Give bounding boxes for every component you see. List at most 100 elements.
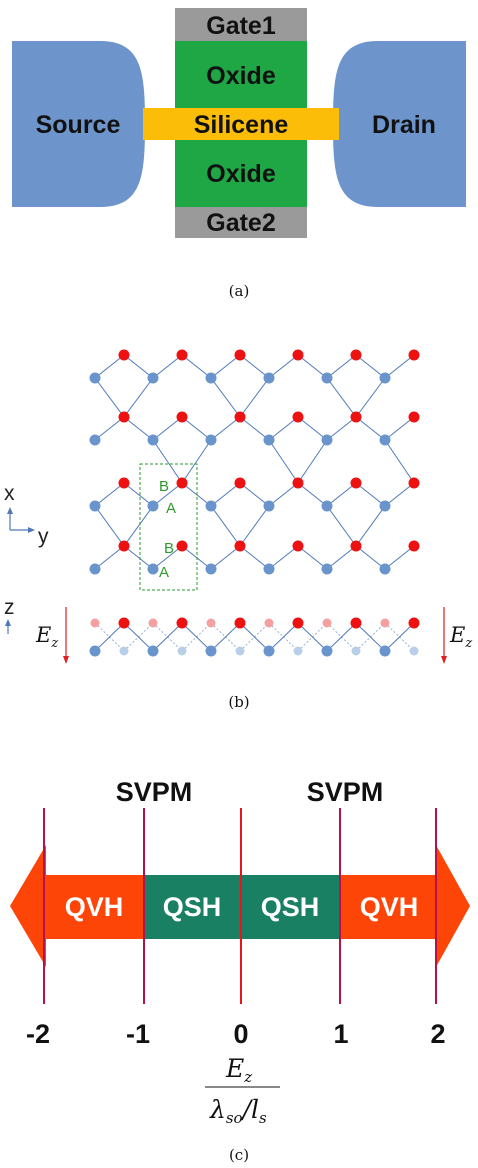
ratio-numerator: Ez [225, 1054, 252, 1086]
tick-label-neg2: -2 [26, 1019, 50, 1049]
side-atom-a [90, 646, 101, 657]
buckled-side-view [90, 618, 420, 657]
lattice-bond [240, 378, 269, 417]
atom-sublattice-b [119, 350, 130, 361]
lattice-bond [153, 355, 182, 378]
lattice-bond [385, 355, 414, 378]
atom-sublattice-a [380, 564, 391, 575]
atom-sublattice-b [235, 350, 246, 361]
side-atom-b [177, 618, 188, 629]
silicene-label: Silicene [194, 111, 289, 139]
drain-label: Drain [372, 111, 436, 139]
xy-axes [7, 507, 35, 533]
caption-b: (b) [228, 693, 249, 711]
lattice-bond [153, 440, 182, 483]
atom-sublattice-a [148, 373, 159, 384]
phase-label-qsh-right: QSH [261, 892, 320, 922]
lattice-bond [124, 546, 153, 569]
side-atom-a-faded [294, 647, 303, 656]
lattice-bond [95, 378, 124, 417]
lattice-bond [211, 355, 240, 378]
atom-sublattice-b [177, 412, 188, 423]
ratio-denominator: λso/ls [209, 1095, 267, 1127]
atom-sublattice-a [148, 435, 159, 446]
lattice-bond [269, 546, 298, 569]
atom-sublattice-b [409, 541, 420, 552]
lattice-bond [298, 440, 327, 483]
lattice-bond [356, 546, 385, 569]
lattice-bonds [95, 355, 414, 569]
atom-sublattice-a [322, 564, 333, 575]
arrow-head-left [10, 845, 46, 967]
oxide-top-label: Oxide [206, 62, 276, 90]
panel-a-device: Gate1 Oxide Silicene Oxide Gate2 Source … [12, 8, 466, 238]
lattice-bond [211, 506, 240, 546]
lattice-bond [385, 483, 414, 506]
site-b-lower-label: B [164, 540, 174, 557]
z-axis [5, 619, 11, 634]
site-b-upper-label: B [159, 478, 169, 495]
atom-sublattice-b [119, 412, 130, 423]
lattice-bond [327, 355, 356, 378]
atom-sublattice-b [293, 541, 304, 552]
atom-sublattice-a [380, 501, 391, 512]
lattice-bond [124, 417, 153, 440]
side-atom-a-faded [236, 647, 245, 656]
field-arrow-right [441, 607, 447, 664]
lattice-bond [95, 483, 124, 506]
gate1-label: Gate1 [206, 12, 276, 40]
lattice-bond [240, 417, 269, 440]
atom-sublattice-b [409, 350, 420, 361]
lattice-bond [269, 355, 298, 378]
side-atom-b [409, 618, 420, 629]
atom-sublattice-a [264, 501, 275, 512]
lattice-bond [356, 378, 385, 417]
lattice-bond [95, 355, 124, 378]
tick-label-pos2: 2 [430, 1019, 445, 1049]
field-label-left: Ez [35, 623, 58, 651]
oxide-bottom-label: Oxide [206, 160, 276, 188]
lattice-bond [269, 483, 298, 506]
side-atom-b-faded [207, 619, 216, 628]
atom-sublattice-b [235, 412, 246, 423]
lattice-bond [240, 546, 269, 569]
atom-sublattice-a [206, 373, 217, 384]
lattice-atoms [90, 350, 420, 575]
atom-sublattice-b [293, 412, 304, 423]
lattice-bond [182, 440, 211, 483]
side-atom-a-faded [178, 647, 187, 656]
side-atom-a-faded [410, 647, 419, 656]
atom-sublattice-b [351, 478, 362, 489]
side-atom-b-faded [381, 619, 390, 628]
atom-sublattice-b [409, 478, 420, 489]
atom-sublattice-a [206, 501, 217, 512]
arrow-head-right [436, 845, 470, 967]
lattice-bond [269, 417, 298, 440]
lattice-bond [124, 483, 153, 506]
atom-sublattice-a [148, 564, 159, 575]
lattice-bond [182, 417, 211, 440]
atom-sublattice-a [380, 373, 391, 384]
phase-label-qsh-left: QSH [163, 892, 222, 922]
lattice-bond [124, 378, 153, 417]
lattice-bond [153, 417, 182, 440]
atom-sublattice-b [409, 412, 420, 423]
lattice-bond [269, 440, 298, 483]
lattice-bond [327, 417, 356, 440]
atom-sublattice-b [293, 350, 304, 361]
atom-sublattice-b [177, 350, 188, 361]
atom-sublattice-b [119, 541, 130, 552]
site-a-lower-label: A [159, 564, 169, 581]
atom-sublattice-a [206, 435, 217, 446]
atom-sublattice-a [90, 564, 101, 575]
phase-label-qvh-left: QVH [65, 892, 124, 922]
field-label-right: Ez [449, 623, 472, 651]
atom-sublattice-a [90, 501, 101, 512]
gate2-label: Gate2 [206, 209, 275, 237]
lattice-bond [327, 506, 356, 546]
lattice-bond [298, 546, 327, 569]
lattice-bond [298, 355, 327, 378]
atom-sublattice-a [148, 501, 159, 512]
caption-a: (a) [229, 282, 250, 300]
side-atom-a [264, 646, 275, 657]
